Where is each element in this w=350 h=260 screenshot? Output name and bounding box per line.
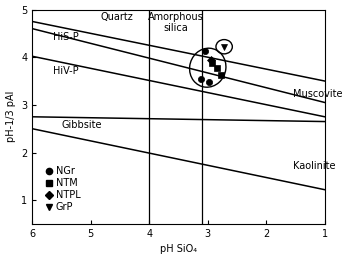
Y-axis label: pH-1/3 pAl: pH-1/3 pAl — [6, 91, 15, 142]
Text: HiS-P: HiS-P — [53, 32, 78, 42]
Text: Quartz: Quartz — [101, 12, 133, 22]
Text: Muscovite: Muscovite — [293, 89, 342, 99]
Legend: NGr, NTM, NTPL, GrP: NGr, NTM, NTPL, GrP — [43, 163, 83, 215]
Text: Kaolinite: Kaolinite — [293, 161, 335, 171]
X-axis label: pH SiO₄: pH SiO₄ — [160, 244, 197, 255]
Text: Amorphous
silica: Amorphous silica — [148, 12, 203, 33]
Text: HiV-P: HiV-P — [53, 66, 78, 76]
Text: Gibbsite: Gibbsite — [62, 120, 102, 130]
